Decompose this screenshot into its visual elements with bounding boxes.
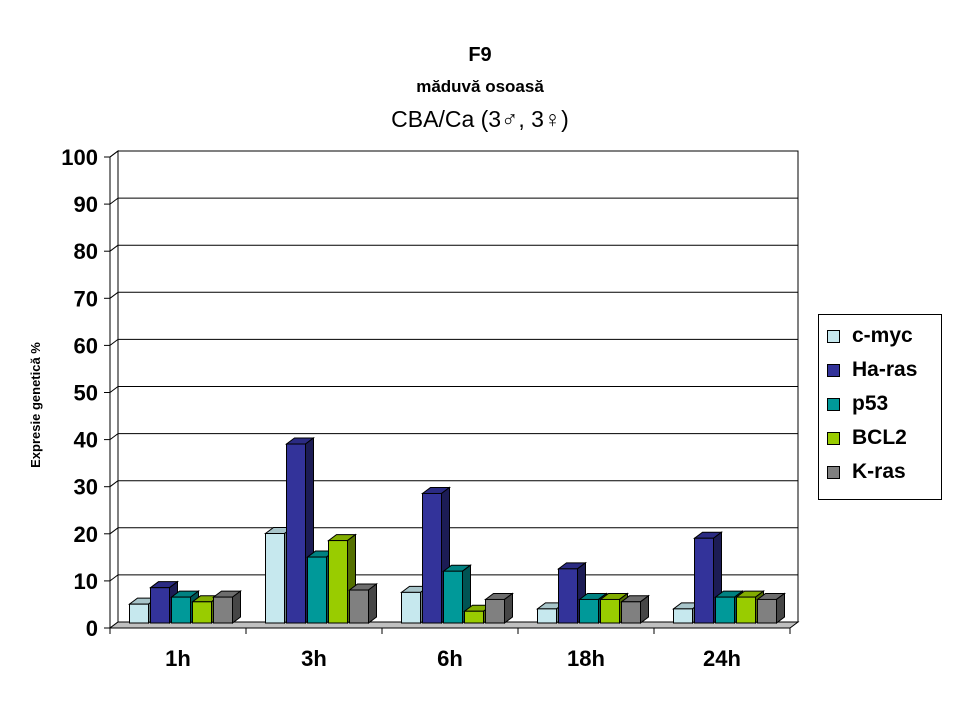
y-tick-label: 20 (74, 522, 98, 547)
legend-swatch (827, 397, 840, 411)
bar (348, 583, 378, 624)
y-tick-label: 70 (74, 286, 98, 311)
legend-item: BCL2 (827, 425, 907, 451)
gridline-side (109, 244, 119, 252)
chart-title: F9 (468, 44, 492, 66)
legend-swatch (827, 329, 840, 343)
legend-swatch (827, 363, 840, 377)
gridline-side (109, 527, 119, 535)
legend-label: K-ras (852, 460, 906, 483)
x-tick-label: 18h (567, 646, 605, 671)
x-tick-label: 24h (703, 646, 741, 671)
bar (620, 594, 650, 624)
x-tick-label: 6h (437, 646, 463, 671)
bar (212, 590, 242, 624)
legend-label: c-myc (852, 324, 913, 347)
y-tick-label: 80 (74, 239, 98, 264)
bar (756, 592, 786, 624)
chart-subtitle: măduvă osoasă (416, 77, 544, 96)
y-axis-label: Expresie genetică % (28, 342, 43, 468)
x-tick-label: 1h (165, 646, 191, 671)
chart-legend: c-myc Ha-ras p53 BCL2 K-ras (818, 314, 942, 500)
y-tick-label: 10 (74, 569, 98, 594)
legend-swatch (827, 465, 840, 479)
y-tick-label: 60 (74, 333, 98, 358)
y-tick-label: 100 (61, 145, 98, 170)
y-tick-label: 50 (74, 381, 98, 406)
chart-subtitle-strain: CBA/Ca (3♂, 3♀) (391, 106, 569, 132)
legend-item: c-myc (827, 323, 913, 349)
x-tick-label: 3h (301, 646, 327, 671)
legend-item: Ha-ras (827, 357, 917, 383)
legend-swatch (827, 431, 840, 445)
y-tick-label: 90 (74, 192, 98, 217)
legend-label: Ha-ras (852, 358, 918, 381)
bar (557, 561, 587, 624)
chart-bars (128, 437, 786, 624)
gridline-side (109, 574, 119, 582)
chart-axes: 0 10 20 30 40 50 60 70 80 90 100 1h 3h 6h 18h 24h (61, 145, 791, 671)
y-tick-label: 0 (86, 616, 98, 641)
legend-item: K-ras (827, 459, 906, 485)
gridline-side (109, 291, 119, 299)
bar (484, 592, 514, 624)
gridline-side (109, 386, 119, 393)
gridline-side (109, 433, 119, 441)
gridline-side (109, 338, 119, 346)
gridline-side (109, 480, 119, 488)
legend-label: p53 (852, 392, 889, 415)
legend-item: p53 (827, 391, 888, 417)
legend-label: BCL2 (852, 426, 907, 449)
y-tick-label: 30 (74, 475, 98, 500)
gridline-side (109, 197, 119, 205)
gridline-side (109, 150, 119, 158)
y-tick-label: 40 (74, 428, 98, 453)
